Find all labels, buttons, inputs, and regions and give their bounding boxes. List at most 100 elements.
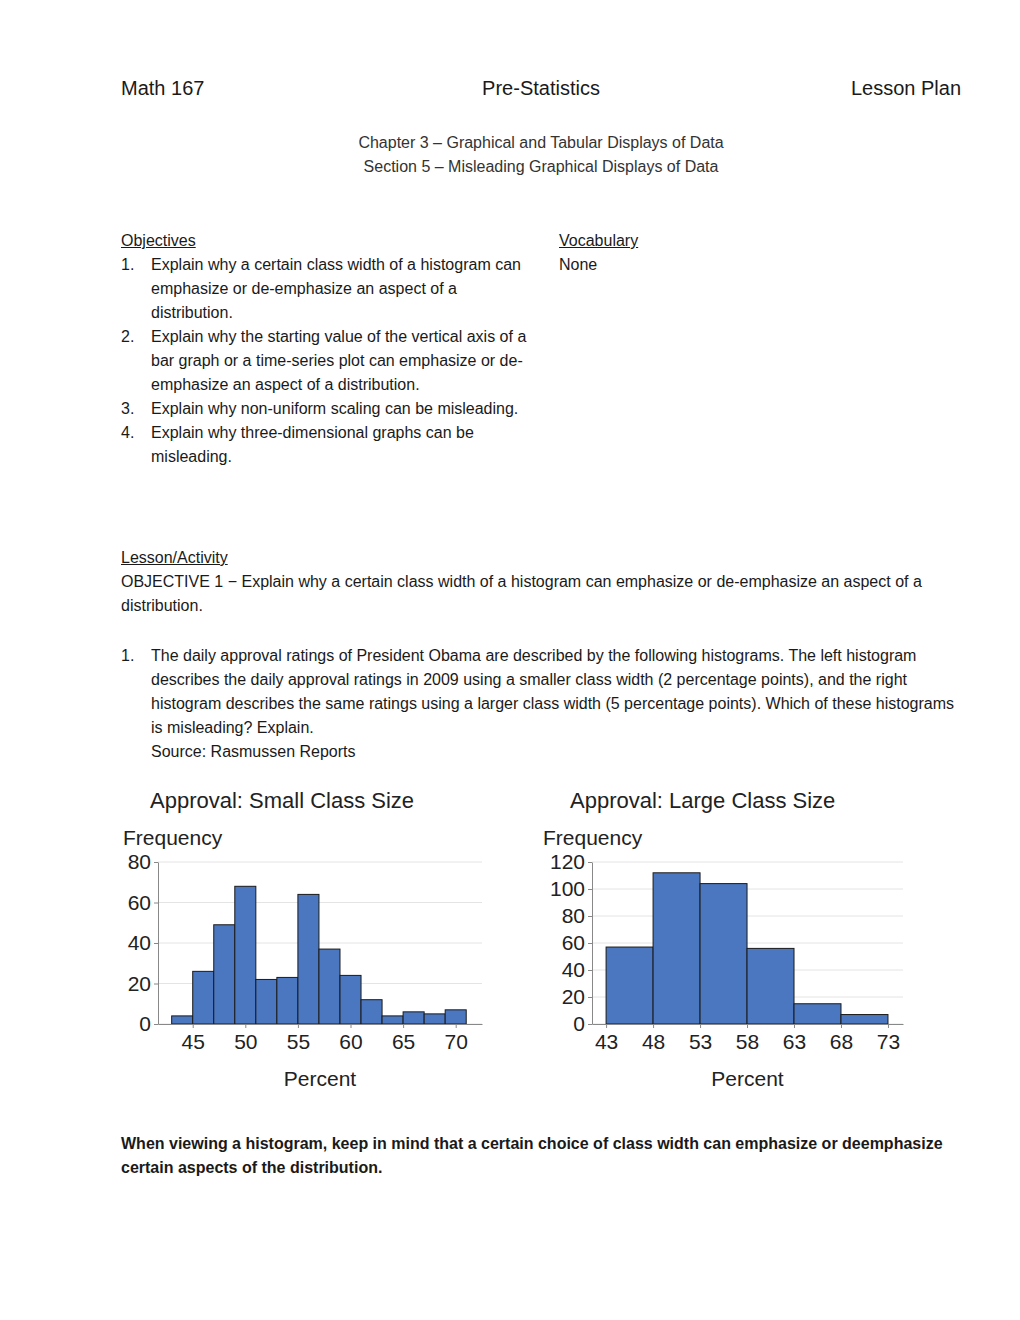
vocabulary-list: None — [559, 253, 597, 277]
tick: 73 — [877, 1024, 900, 1053]
tick: 40 — [562, 958, 592, 981]
tick-label: 60 — [128, 891, 151, 914]
tick-mark — [841, 1024, 842, 1028]
tick-mark — [888, 1024, 889, 1028]
tick-label: 58 — [736, 1030, 759, 1053]
tick-mark — [154, 862, 158, 863]
objectives-list: 1.Explain why a certain class width of a… — [121, 253, 531, 469]
histogram-chart: 02040608010012043485358636873Approval: L… — [543, 788, 904, 1090]
histogram-bar — [700, 884, 747, 1024]
axis-line — [593, 1024, 904, 1025]
histogram-bar — [403, 1012, 424, 1024]
tick-mark — [588, 889, 592, 890]
histogram-bar — [841, 1015, 888, 1024]
tick: 60 — [562, 931, 592, 954]
tick: 58 — [736, 1024, 759, 1053]
tick-label: 45 — [182, 1030, 205, 1053]
x-axis: 43 48 53 58 63 68 73 — [593, 1024, 904, 1053]
tick: 45 — [182, 1024, 205, 1053]
tick-label: 43 — [595, 1030, 618, 1053]
tick-mark — [588, 997, 592, 998]
x-axis-title: Percent — [284, 1067, 357, 1090]
lesson-heading: Lesson/Activity — [121, 546, 228, 570]
tick: 20 — [562, 985, 592, 1008]
question-list: 1.The daily approval ratings of Presiden… — [121, 644, 963, 764]
tick: 65 — [392, 1024, 415, 1053]
histogram-bar — [747, 948, 794, 1024]
grid-line — [158, 862, 482, 863]
header-subject: Pre-Statistics — [391, 76, 691, 100]
histogram-bar — [606, 947, 653, 1024]
objective-number: 3. — [121, 397, 151, 421]
tick: 63 — [783, 1024, 806, 1053]
objective-text: Explain why the starting value of the ve… — [151, 325, 531, 397]
grid-line — [592, 997, 903, 998]
objective-text: Explain why three-dimensional graphs can… — [151, 421, 531, 469]
tick-mark — [351, 1024, 352, 1028]
objective-item: 1.Explain why a certain class width of a… — [121, 253, 531, 325]
grid-line — [158, 902, 482, 903]
note: When viewing a histogram, keep in mind t… — [121, 1132, 966, 1180]
grid — [158, 862, 482, 1024]
histogram-bar — [193, 971, 214, 1024]
grid-line — [592, 889, 903, 890]
charts-layer: 020406080455055606570Approval: Small Cla… — [0, 0, 1020, 1320]
tick-label: 80 — [562, 904, 585, 927]
histogram-bar — [382, 1016, 403, 1024]
histogram-bar — [340, 975, 361, 1024]
histogram-bar — [298, 894, 319, 1024]
grid — [592, 862, 903, 1024]
tick-label: 48 — [642, 1030, 665, 1053]
tick: 0 — [573, 1012, 592, 1035]
objective-item: 3.Explain why non-uniform scaling can be… — [121, 397, 531, 421]
tick-label: 70 — [445, 1030, 468, 1053]
tick-label: 0 — [573, 1012, 585, 1035]
vocabulary-item: None — [559, 253, 597, 277]
histogram-bar — [256, 979, 277, 1024]
objective-item: 2.Explain why the starting value of the … — [121, 325, 531, 397]
histogram-bar — [361, 1000, 382, 1024]
histogram-bar — [319, 949, 340, 1024]
grid-line — [592, 1024, 903, 1025]
y-axis: 020406080100120 — [550, 850, 593, 1035]
question-number: 1. — [121, 644, 151, 764]
tick-mark — [588, 862, 592, 863]
axis-line — [592, 863, 593, 1025]
histogram-bar — [424, 1014, 445, 1024]
chart-title: Approval: Small Class Size — [150, 788, 414, 813]
tick-mark — [245, 1024, 246, 1028]
histogram-chart: 020406080455055606570Approval: Small Cla… — [123, 788, 483, 1090]
grid-line — [158, 943, 482, 944]
tick-label: 100 — [550, 877, 585, 900]
tick-label: 65 — [392, 1030, 415, 1053]
tick: 53 — [689, 1024, 712, 1053]
lesson-objective: OBJECTIVE 1 − Explain why a certain clas… — [121, 570, 966, 618]
y-axis: 020406080 — [128, 850, 159, 1035]
tick-label: 60 — [339, 1030, 362, 1053]
grid-line — [158, 1024, 482, 1025]
objective-number: 2. — [121, 325, 151, 397]
question-item: 1.The daily approval ratings of Presiden… — [121, 644, 963, 764]
objective-number: 1. — [121, 253, 151, 325]
bars — [172, 886, 467, 1024]
question-body: The daily approval ratings of President … — [151, 644, 963, 764]
tick-mark — [588, 1024, 592, 1025]
grid-line — [592, 970, 903, 971]
tick-label: 80 — [128, 850, 151, 873]
tick-mark — [154, 903, 158, 904]
axis-line — [158, 863, 159, 1025]
tick-label: 60 — [562, 931, 585, 954]
x-axis: 455055606570 — [159, 1024, 483, 1053]
question-source: Source: Rasmussen Reports — [151, 740, 963, 764]
tick-mark — [588, 943, 592, 944]
tick: 100 — [550, 877, 592, 900]
tick: 50 — [234, 1024, 257, 1053]
tick: 68 — [830, 1024, 853, 1053]
vocabulary-heading: Vocabulary — [559, 229, 638, 253]
tick: 60 — [128, 891, 158, 914]
tick-mark — [700, 1024, 701, 1028]
tick-mark — [298, 1024, 299, 1028]
y-axis-title: Frequency — [123, 826, 223, 849]
section-title: Section 5 – Misleading Graphical Display… — [291, 155, 791, 179]
tick-mark — [794, 1024, 795, 1028]
